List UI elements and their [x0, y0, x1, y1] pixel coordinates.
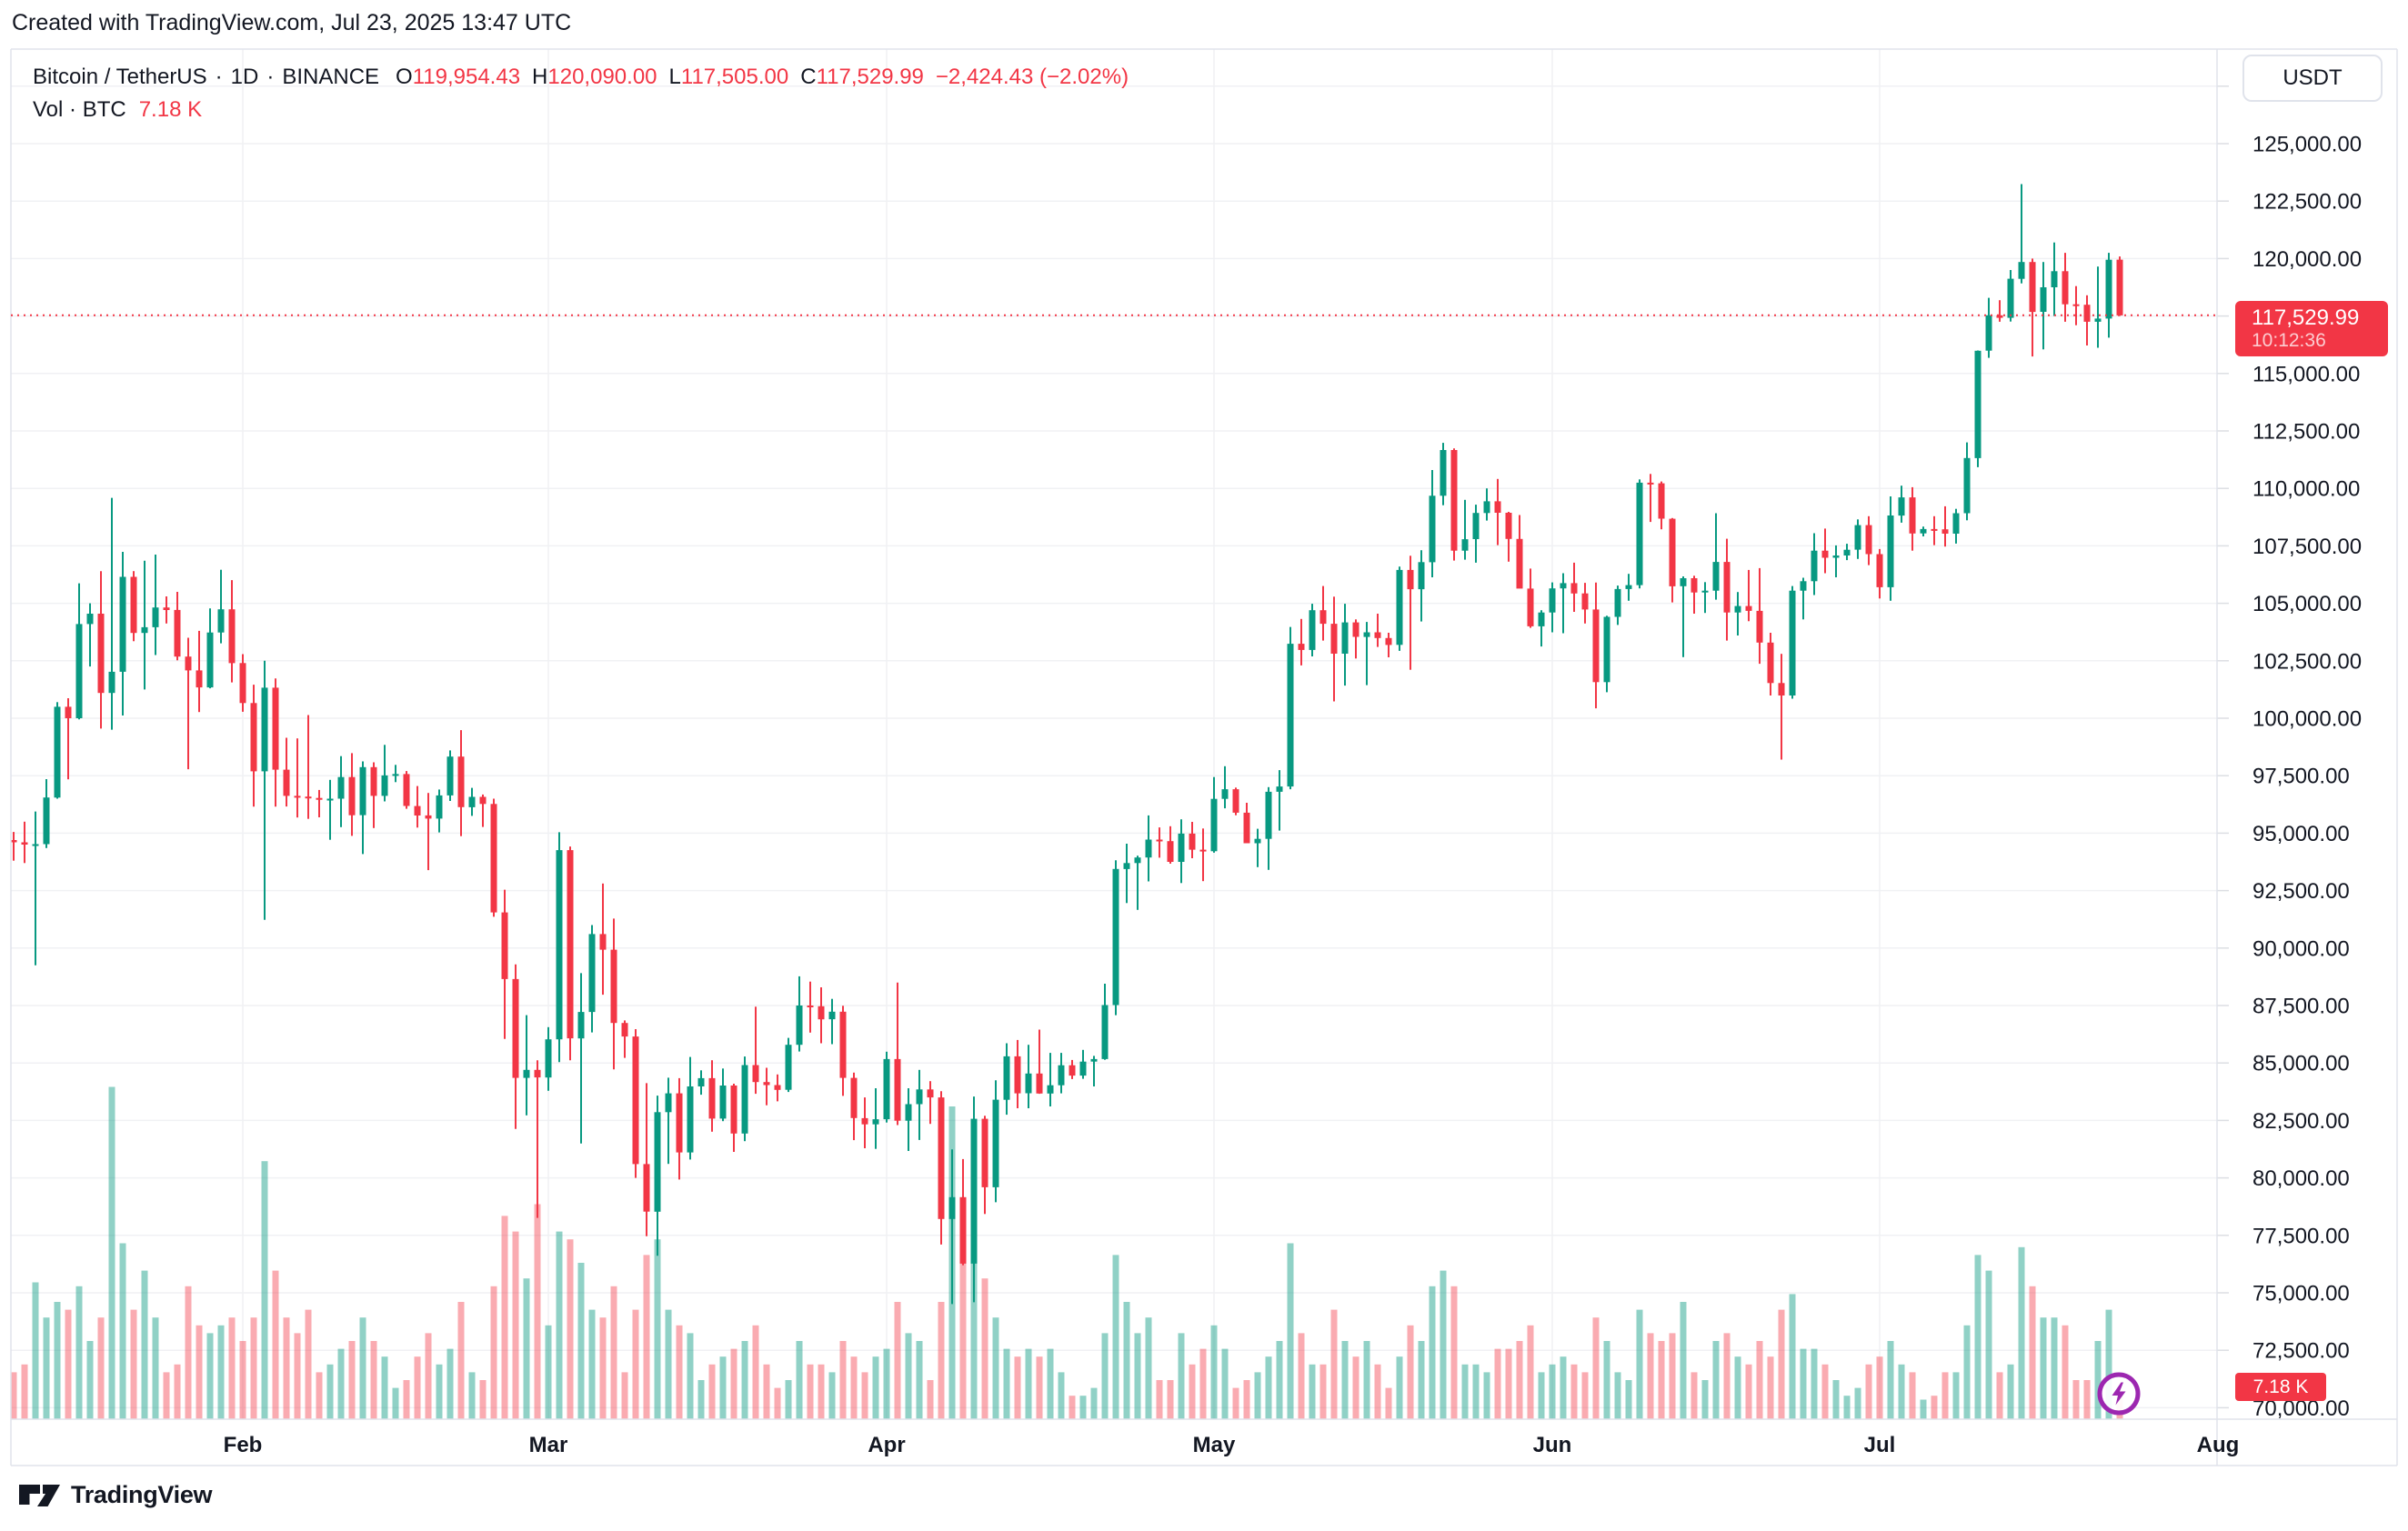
- price-axis[interactable]: 125,000.00 122,500.00 120,000.00 115,000.00…: [2252, 133, 2362, 1421]
- last-price-value: 117,529.99: [2252, 305, 2360, 330]
- time-axis[interactable]: Feb Mar Apr May Jun Jul Aug: [224, 1433, 2240, 1457]
- price-axis-label: 100,000.00: [2252, 707, 2362, 732]
- price-axis-label: 120,000.00: [2252, 247, 2362, 272]
- price-axis-label: 125,000.00: [2252, 133, 2362, 157]
- price-axis-label: 115,000.00: [2252, 362, 2360, 386]
- price-axis-label: 72,500.00: [2252, 1339, 2350, 1364]
- time-axis-label: Feb: [224, 1433, 263, 1457]
- high-value: H120,090.00: [532, 65, 657, 89]
- lightning-bolt-icon: [2112, 1382, 2126, 1406]
- volume-row: Vol · BTC 7.18 K: [33, 95, 1129, 124]
- interval-label: 1D: [230, 65, 259, 89]
- price-axis-label: 112,500.00: [2252, 420, 2360, 445]
- open-value: O119,954.43: [396, 65, 521, 89]
- price-axis-label: 92,500.00: [2252, 879, 2350, 904]
- change-value: −2,424.43 (−2.02%): [935, 65, 1129, 89]
- flash-icon[interactable]: [2094, 1369, 2143, 1418]
- price-axis-label: 80,000.00: [2252, 1166, 2350, 1191]
- price-axis-label: 107,500.00: [2252, 535, 2362, 559]
- chart-legend: Bitcoin / TetherUS · 1D · BINANCE O119,9…: [33, 63, 1129, 124]
- bar-countdown: 10:12:36: [2252, 330, 2326, 351]
- time-axis-label: Mar: [529, 1433, 568, 1457]
- price-axis-label: 102,500.00: [2252, 649, 2362, 674]
- grid: [11, 49, 2229, 1419]
- symbol-row: Bitcoin / TetherUS · 1D · BINANCE O119,9…: [33, 63, 1129, 91]
- price-axis-label: 105,000.00: [2252, 592, 2362, 616]
- separator: ·: [215, 65, 223, 89]
- exchange-label: BINANCE: [282, 65, 380, 89]
- price-axis-label: 122,500.00: [2252, 190, 2362, 215]
- volume-series: [10, 1086, 2123, 1419]
- time-axis-label: Apr: [868, 1433, 905, 1457]
- volume-study-value: 7.18 K: [138, 97, 203, 122]
- price-axis-label: 87,500.00: [2252, 995, 2350, 1019]
- time-axis-label: Jul: [1864, 1433, 1896, 1457]
- price-axis-label: 90,000.00: [2252, 936, 2350, 961]
- time-axis-label: May: [1193, 1433, 1236, 1457]
- price-axis-label: 97,500.00: [2252, 765, 2350, 789]
- price-axis-label: 77,500.00: [2252, 1224, 2350, 1248]
- tradingview-wordmark: TradingView: [71, 1481, 213, 1508]
- time-axis-label: Jun: [1533, 1433, 1572, 1457]
- tradingview-logo-link[interactable]: TradingView: [18, 1481, 213, 1509]
- symbol-title: Bitcoin / TetherUS: [33, 65, 207, 89]
- price-axis-label: 95,000.00: [2252, 822, 2350, 846]
- last-price-label: 117,529.99 10:12:36: [2235, 301, 2388, 356]
- price-axis-label: 75,000.00: [2252, 1282, 2350, 1306]
- pane-borders: [10, 48, 2398, 1466]
- low-value: L117,505.00: [668, 65, 789, 89]
- separator: ·: [266, 65, 275, 89]
- tradingview-logo-icon: [19, 1484, 60, 1506]
- price-axis-label: 85,000.00: [2252, 1052, 2350, 1076]
- candlesticks-series[interactable]: [10, 184, 2123, 1305]
- volume-label: 7.18 K: [2235, 1373, 2326, 1401]
- credit-line: Created with TradingView.com, Jul 23, 20…: [12, 10, 572, 35]
- price-axis-label: 110,000.00: [2252, 477, 2360, 502]
- close-value: C117,529.99: [800, 65, 924, 89]
- volume-study-label: Vol · BTC: [33, 97, 126, 122]
- price-axis-label: 82,500.00: [2252, 1109, 2350, 1134]
- time-axis-label: Aug: [2197, 1433, 2240, 1457]
- currency-button[interactable]: USDT: [2242, 55, 2383, 102]
